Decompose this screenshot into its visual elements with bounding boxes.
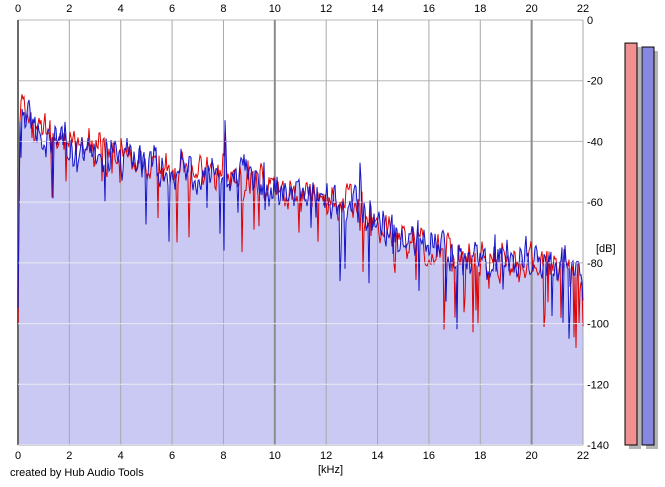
y-axis-tick: -120	[587, 379, 609, 391]
x-axis-tick-top: 0	[15, 3, 21, 15]
x-axis-tick-bottom: 4	[118, 450, 124, 462]
x-axis-tick-bottom: 22	[577, 450, 589, 462]
x-axis-tick-top: 10	[269, 3, 281, 15]
x-axis-tick-top: 16	[423, 3, 435, 15]
x-axis-tick-top: 18	[474, 3, 486, 15]
x-axis-tick-top: 4	[118, 3, 124, 15]
y-axis-tick: -40	[587, 136, 603, 148]
x-axis-tick-top: 6	[169, 3, 175, 15]
blue-level-meter-bar	[641, 46, 655, 446]
x-axis-tick-bottom: 18	[474, 450, 486, 462]
x-axis-tick-top: 2	[66, 3, 72, 15]
x-axis-unit-label: [kHz]	[318, 464, 344, 476]
x-axis-tick-top: 14	[371, 3, 383, 15]
x-axis-tick-bottom: 6	[169, 450, 175, 462]
x-axis-tick-bottom: 12	[320, 450, 332, 462]
x-axis-tick-bottom: 0	[15, 450, 21, 462]
red-level-meter-bar	[624, 42, 638, 446]
y-axis-tick: -100	[587, 319, 609, 331]
x-axis-tick-bottom: 16	[423, 450, 435, 462]
x-axis-tick-top: 8	[220, 3, 226, 15]
y-axis-tick: -60	[587, 197, 603, 209]
x-axis-tick-bottom: 14	[371, 450, 383, 462]
x-axis-tick-top: 12	[320, 3, 332, 15]
y-axis-tick: 0	[587, 15, 593, 27]
credit-text: created by Hub Audio Tools	[10, 467, 144, 479]
x-axis-tick-top: 20	[526, 3, 538, 15]
y-axis-tick: -80	[587, 258, 603, 270]
spectrum-fill-area	[18, 99, 583, 446]
x-axis-tick-bottom: 20	[526, 450, 538, 462]
x-axis-tick-bottom: 2	[66, 450, 72, 462]
y-axis-unit-label: [dB]	[596, 243, 616, 255]
x-axis-tick-bottom: 10	[269, 450, 281, 462]
x-axis-tick-top: 22	[577, 3, 589, 15]
red-spectrum-trace	[17, 94, 584, 348]
blue-spectrum-trace	[17, 99, 584, 339]
y-axis-tick: -20	[587, 76, 603, 88]
x-axis-tick-bottom: 8	[220, 450, 226, 462]
y-axis-tick: -140	[587, 440, 609, 452]
